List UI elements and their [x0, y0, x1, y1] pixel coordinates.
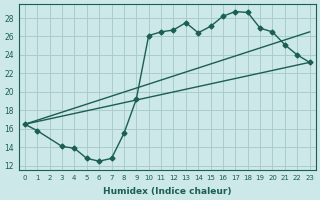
X-axis label: Humidex (Indice chaleur): Humidex (Indice chaleur)	[103, 187, 231, 196]
